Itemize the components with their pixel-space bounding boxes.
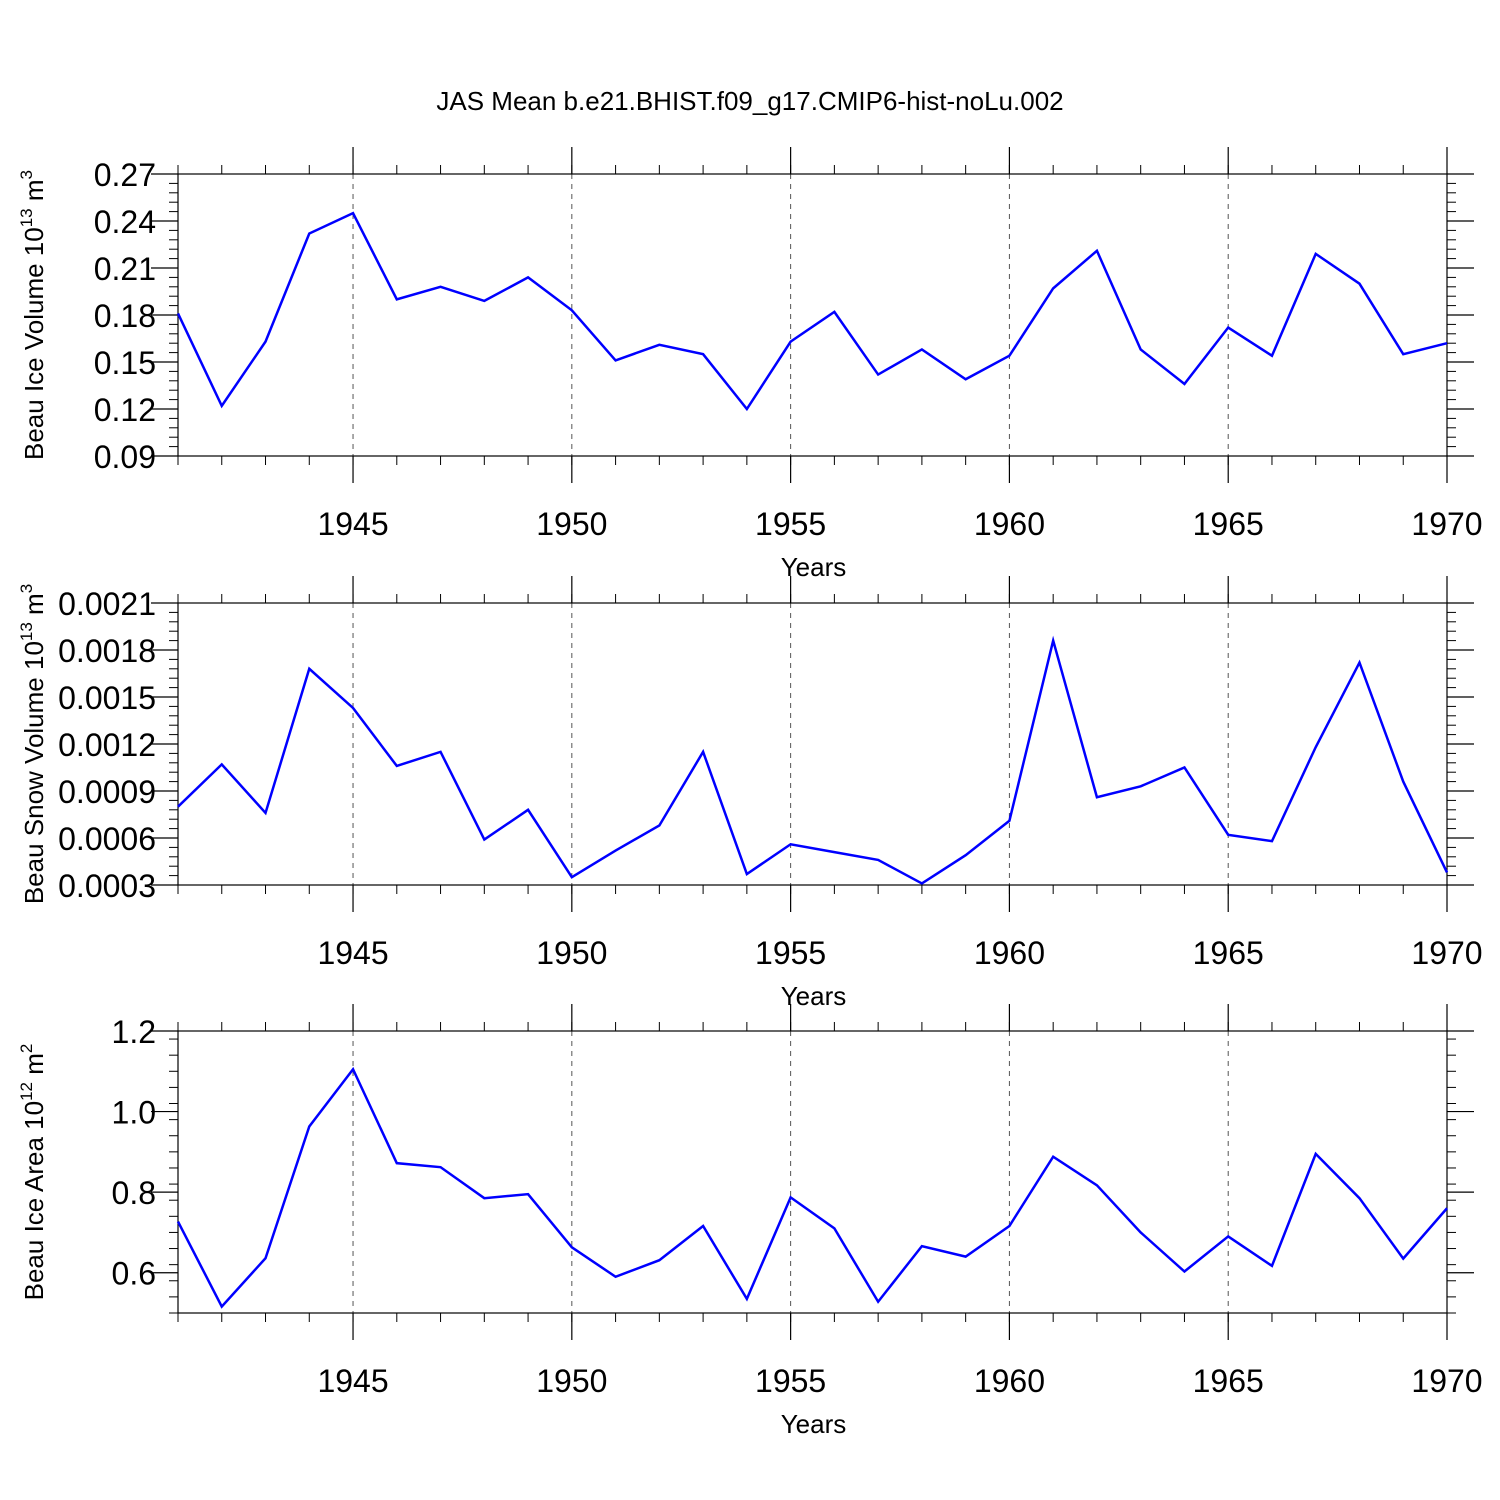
y-axis-title-unit: m — [19, 179, 49, 208]
x-tick-label: 1970 — [1411, 935, 1482, 971]
y-axis-title: Beau Ice Volume 1013 m3 — [17, 170, 49, 460]
y-tick-label: 0.8 — [112, 1175, 156, 1211]
y-tick-label: 0.0003 — [58, 868, 156, 904]
x-axis-title: Years — [781, 981, 847, 1011]
y-axis-title-main: Beau Ice Volume 10 — [19, 227, 49, 460]
chart-title: JAS Mean b.e21.BHIST.f09_g17.CMIP6-hist-… — [436, 86, 1063, 116]
y-tick-label: 0.6 — [112, 1256, 156, 1292]
chart-panel-2: 1945 1950 1955 1960 1965 1970 0.0003 0.0006 0.00… — [17, 576, 1483, 1011]
x-tick-label: 1950 — [536, 1363, 607, 1399]
x-axis-title: Years — [781, 1409, 847, 1439]
plot-frame — [177, 173, 1448, 457]
y-axis-title-unit-exponent: 3 — [17, 584, 36, 593]
plot-frame — [177, 1030, 1448, 1314]
y-axis-title-exponent: 13 — [17, 622, 36, 641]
x-tick-label: 1960 — [974, 506, 1045, 542]
y-axis-title-main: Beau Snow Volume 10 — [19, 641, 49, 904]
y-tick-label: 0.27 — [94, 157, 156, 193]
y-axis-title-unit: m — [19, 1053, 49, 1082]
x-tick-label: 1955 — [755, 1363, 826, 1399]
y-axis-title-unit-exponent: 2 — [17, 1044, 36, 1053]
y-axis-title-unit-exponent: 3 — [17, 170, 36, 179]
x-tick-label: 1945 — [317, 1363, 388, 1399]
y-tick-label: 0.09 — [94, 439, 156, 475]
series-line — [177, 635, 1449, 885]
series-line — [176, 211, 1448, 412]
x-axis-title: Years — [781, 552, 847, 582]
y-tick-label: 0.0009 — [58, 774, 156, 810]
y-tick-label: 0.0021 — [58, 586, 156, 622]
chart-panel-1: 1945 1950 1955 1960 1965 1970 0.09 0.12 0.15 0.18… — [17, 147, 1483, 582]
y-axis-title-main: Beau Ice Area 10 — [19, 1101, 49, 1300]
y-tick-label: 1.2 — [112, 1014, 156, 1050]
y-tick-label: 1.0 — [112, 1095, 156, 1131]
x-tick-label: 1970 — [1411, 506, 1482, 542]
x-tick-label: 1970 — [1411, 1363, 1482, 1399]
y-tick-label: 0.24 — [94, 204, 156, 240]
x-tick-label: 1955 — [755, 935, 826, 971]
y-tick-label: 0.21 — [94, 251, 156, 287]
y-tick-label: 0.0018 — [58, 633, 156, 669]
plot-frame — [177, 602, 1448, 886]
y-tick-label: 0.18 — [94, 298, 156, 334]
x-tick-label: 1945 — [317, 506, 388, 542]
y-axis-title-exponent: 13 — [17, 208, 36, 227]
y-axis-title-exponent: 12 — [17, 1082, 36, 1101]
x-tick-label: 1965 — [1193, 1363, 1264, 1399]
x-tick-label: 1950 — [536, 506, 607, 542]
y-tick-label: 0.0012 — [58, 727, 156, 763]
y-tick-label: 0.12 — [94, 392, 156, 428]
series-line — [176, 1066, 1448, 1309]
y-axis-title: Beau Snow Volume 1013 m3 — [17, 584, 49, 904]
x-tick-label: 1945 — [317, 935, 388, 971]
chart-panel-3: 1945 1950 1955 1960 1965 1970 0.6 0.8 1.0 1.2 Year… — [17, 1004, 1483, 1439]
x-tick-label: 1950 — [536, 935, 607, 971]
y-tick-label: 0.0006 — [58, 821, 156, 857]
y-tick-label: 0.0015 — [58, 680, 156, 716]
y-axis-title-unit: m — [19, 593, 49, 622]
y-tick-label: 0.15 — [94, 345, 156, 381]
x-tick-label: 1955 — [755, 506, 826, 542]
x-tick-label: 1965 — [1193, 506, 1264, 542]
x-tick-label: 1965 — [1193, 935, 1264, 971]
x-tick-label: 1960 — [974, 935, 1045, 971]
y-axis-title: Beau Ice Area 1012 m2 — [17, 1044, 49, 1301]
x-tick-label: 1960 — [974, 1363, 1045, 1399]
